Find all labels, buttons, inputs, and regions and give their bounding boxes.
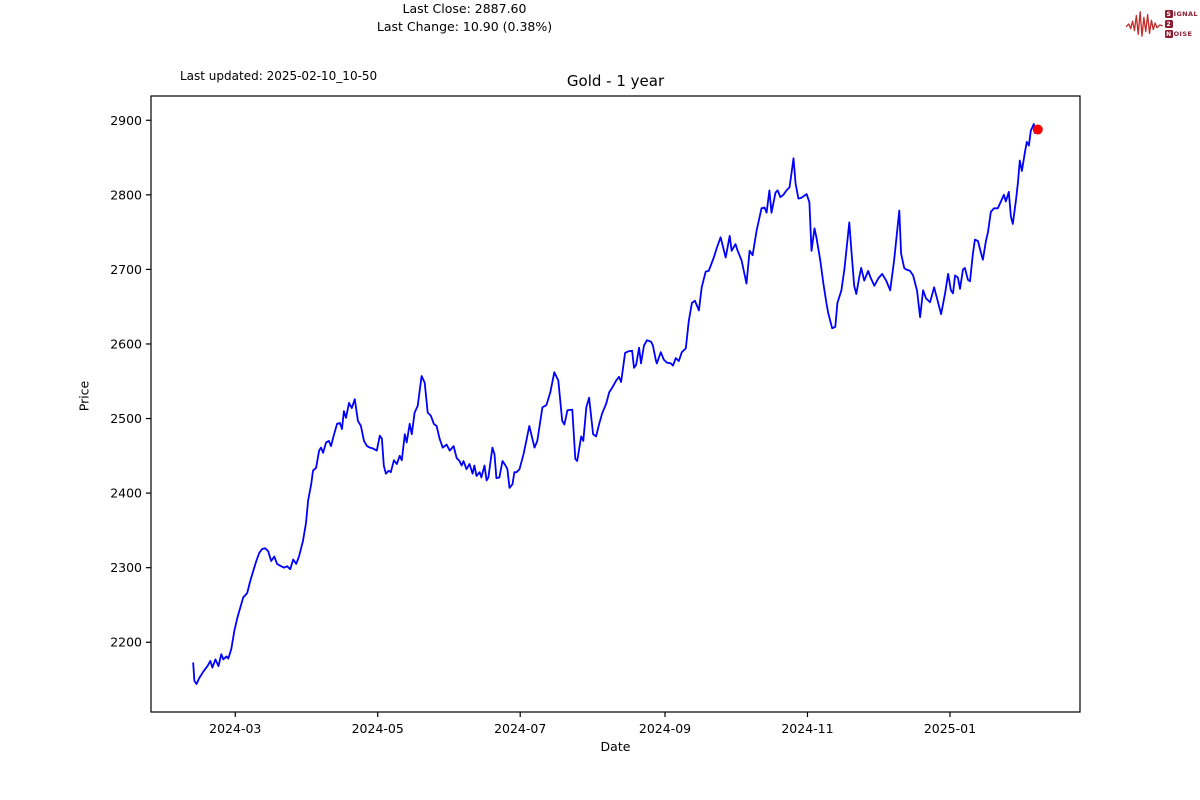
logo-row-noise: N OISE	[1164, 30, 1193, 38]
chart-title: Gold - 1 year	[566, 72, 665, 90]
signal2noise-logo: S IGNAL 2 N OISE	[1126, 4, 1198, 44]
y-tick-label: 2300	[110, 560, 142, 575]
last-close-annotation: Last Close: 2887.60 Last Change: 10.90 (…	[0, 0, 929, 36]
last-updated-text: Last updated: 2025-02-10_10-50	[180, 69, 378, 83]
x-axis-label: Date	[600, 739, 631, 754]
y-tick-label: 2400	[110, 486, 142, 501]
x-tick-label: 2024-07	[494, 721, 546, 736]
x-tick-label: 2025-01	[924, 721, 976, 736]
plot-border	[150, 95, 1081, 713]
waveform-icon	[1126, 11, 1163, 37]
x-tick-label: 2024-11	[781, 721, 833, 736]
x-tick-label: 2024-05	[352, 721, 404, 736]
x-tick-label: 2024-09	[639, 721, 691, 736]
last-close-line: Last Close: 2887.60	[402, 1, 527, 16]
logo-row-2: 2	[1164, 20, 1198, 29]
logo-letter-n: N	[1164, 30, 1173, 38]
y-tick-label: 2600	[110, 336, 142, 351]
x-tick-label: 2024-03	[209, 721, 261, 736]
price-line	[192, 123, 1039, 685]
last-change-line: Last Change: 10.90 (0.38%)	[376, 19, 553, 34]
y-tick-label: 2800	[110, 187, 142, 202]
y-tick-label: 2900	[110, 113, 142, 128]
y-tick-label: 2200	[110, 635, 142, 650]
logo-letter-2: 2	[1164, 20, 1173, 28]
y-tick-label: 2700	[110, 262, 142, 277]
y-tick-label: 2500	[110, 411, 142, 426]
axis-ticks: 2024-03 2024-05 2024-07 2024-09 2024-11 2025-…	[110, 113, 976, 736]
logo-letter-s: S	[1164, 10, 1173, 18]
last-price-marker	[1032, 124, 1043, 135]
logo-text: S IGNAL 2 N OISE	[1164, 10, 1198, 39]
logo-row-signal: S IGNAL	[1164, 10, 1198, 18]
